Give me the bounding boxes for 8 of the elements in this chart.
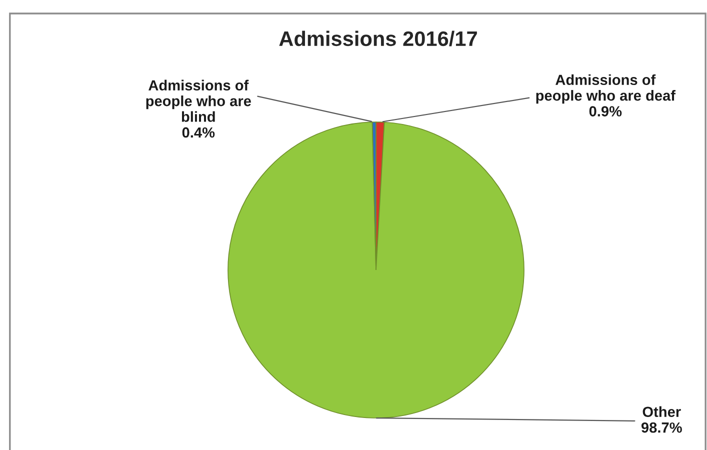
pie-slice xyxy=(228,122,524,418)
slice-label: Other xyxy=(642,406,681,418)
data-label: 0.9% xyxy=(589,106,622,116)
chart-title: Admissions 2016/17 xyxy=(279,30,477,46)
slice-label: Admissions of people who are blind xyxy=(146,80,251,122)
data-label: 98.7% xyxy=(641,422,682,433)
slice-label: Admissions of people who are deaf xyxy=(536,74,676,104)
data-label: 0.4% xyxy=(182,127,215,138)
